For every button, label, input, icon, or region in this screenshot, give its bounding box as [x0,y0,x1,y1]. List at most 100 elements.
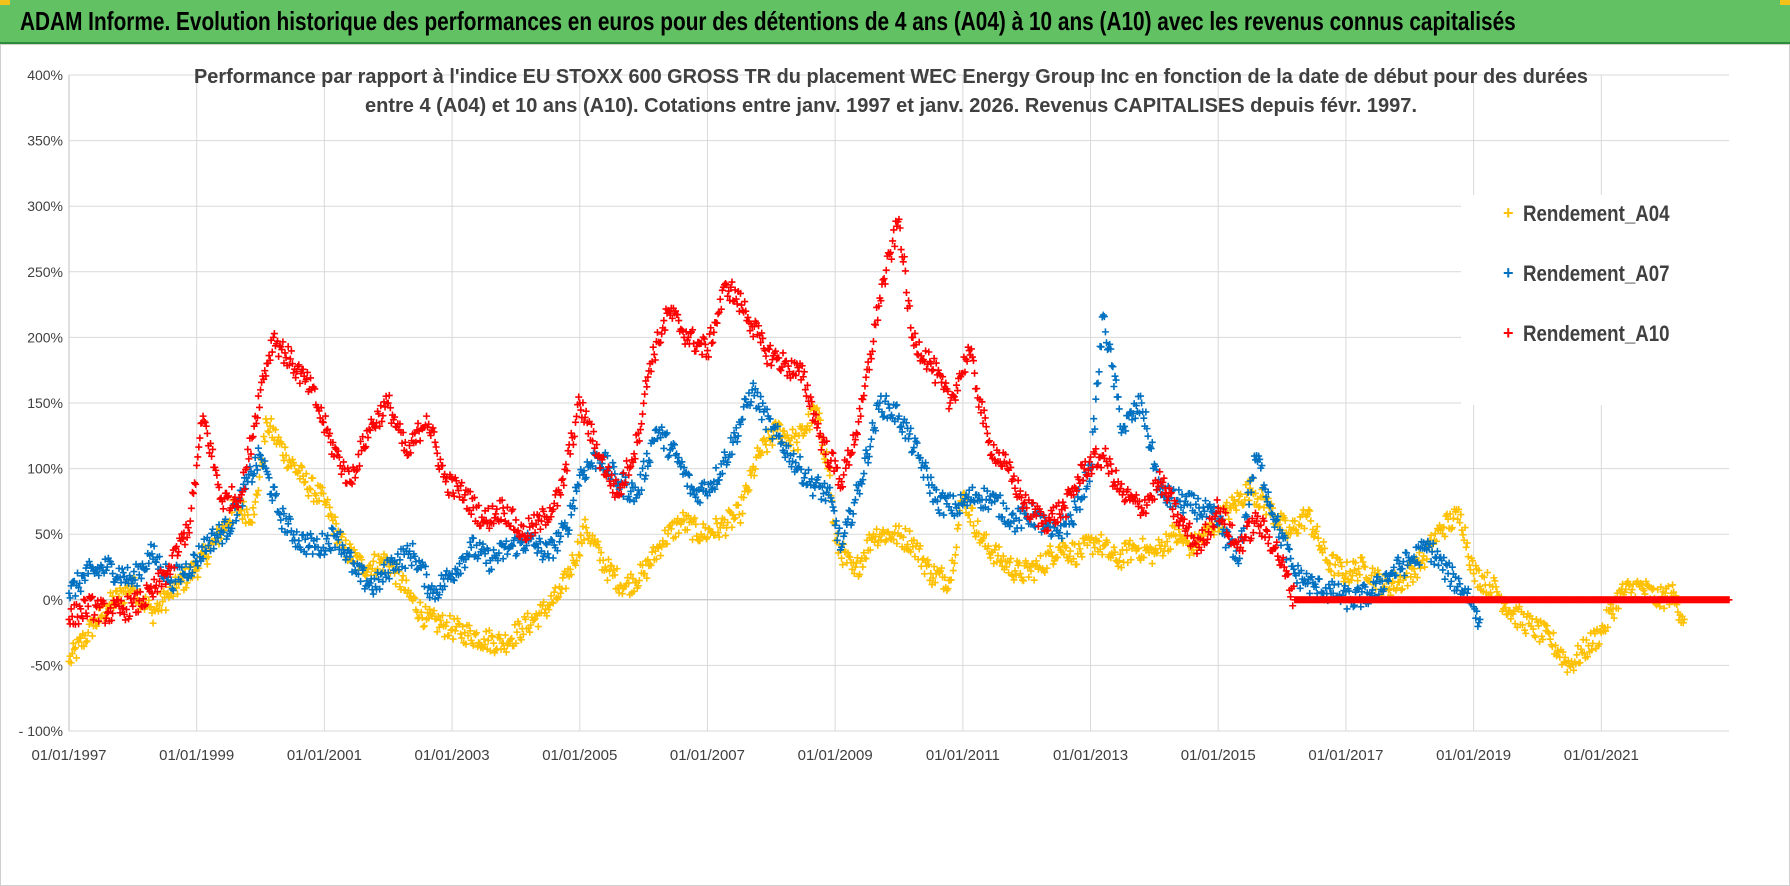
data-point [657,552,665,560]
y-tick-label: 100% [27,461,63,477]
data-point [396,556,404,564]
data-point [1610,614,1618,622]
data-point [643,383,651,391]
data-point [625,492,633,500]
data-point [780,448,788,456]
data-point [1724,596,1732,604]
data-point [1114,393,1122,401]
data-point [1012,571,1020,579]
data-point [890,535,898,543]
data-point [575,393,583,401]
data-point [288,456,296,464]
data-point [866,546,874,554]
data-point [1225,515,1233,523]
data-point [493,505,501,513]
data-point [753,389,761,397]
data-point [1170,512,1178,520]
data-point [940,511,948,519]
data-point [1172,532,1180,540]
data-point [1649,584,1657,592]
data-point [1436,521,1444,529]
data-point [700,478,708,486]
data-point [603,452,611,460]
data-point [1343,605,1351,613]
data-point [233,511,241,519]
data-point [184,524,192,532]
data-point [1459,531,1467,539]
data-point [331,513,339,521]
data-point [1243,522,1251,530]
data-point [1308,573,1316,581]
data-point [1033,562,1041,570]
data-point [1002,563,1010,571]
data-point [159,598,167,606]
data-point [1094,379,1102,387]
data-point [1192,540,1200,548]
data-point [1125,412,1133,420]
data-point [287,347,295,355]
data-point [630,587,638,595]
data-point [225,524,233,532]
data-point [1171,523,1179,531]
data-point [921,570,929,578]
data-point [1163,538,1171,546]
data-point [1007,555,1015,563]
data-point [366,426,374,434]
data-point [1124,486,1132,494]
data-point [277,516,285,524]
data-point [298,463,306,471]
data-point [108,616,116,624]
data-point [886,535,894,543]
data-point [699,520,707,528]
data-point [70,645,78,653]
data-point [1502,604,1510,612]
data-point [639,561,647,569]
data-point [575,551,583,559]
data-point [1313,523,1321,531]
data-point [334,536,342,544]
data-point [580,467,588,475]
data-point [628,479,636,487]
data-point [896,224,904,232]
data-point [1230,496,1238,504]
data-point [1346,567,1354,575]
data-point [66,594,74,602]
data-point [1395,578,1403,586]
data-point [380,561,388,569]
data-point [338,541,346,549]
data-point [1172,500,1180,508]
data-point [582,407,590,415]
data-point [615,589,623,597]
data-point [487,565,495,573]
data-point [1258,532,1266,540]
data-point [1337,559,1345,567]
data-point [1262,526,1270,534]
x-tick-label: 01/01/2013 [1053,747,1128,764]
data-point [1248,514,1256,522]
data-point [946,399,954,407]
data-point [618,590,626,598]
data-point [482,559,490,567]
data-point [1622,585,1630,593]
data-point [359,433,367,441]
data-point [990,441,998,449]
data-point [465,506,473,514]
data-point [665,451,673,459]
data-point [202,422,210,430]
data-point [1048,510,1056,518]
data-point [931,579,939,587]
data-point [1059,498,1067,506]
data-point [1179,509,1187,517]
data-point [880,529,888,537]
data-point [1576,659,1584,667]
data-point [1176,531,1184,539]
data-point [1529,625,1537,633]
data-point [732,424,740,432]
data-point [1213,496,1221,504]
data-point [458,479,466,487]
data-point [657,434,665,442]
data-point [630,497,638,505]
data-point [1106,340,1114,348]
data-point [238,515,246,523]
